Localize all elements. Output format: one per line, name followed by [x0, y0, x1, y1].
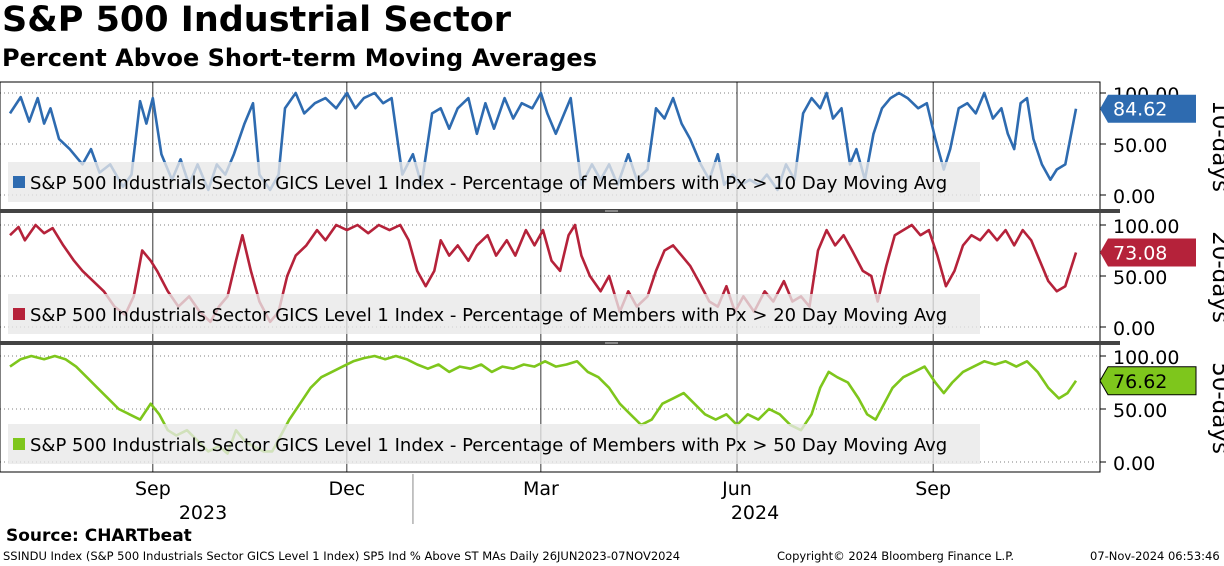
- panel-axis-label: 10-days: [1207, 100, 1224, 192]
- chart-subtitle: Percent Abvoe Short-term Moving Averages: [2, 44, 597, 72]
- legend-label: S&P 500 Industrials Sector GICS Level 1 …: [30, 435, 947, 456]
- y-tick-label: 50.00: [1113, 135, 1167, 157]
- panel-3: 100.00 50.00 0.00 S&P 500 Industrials Secto…: [0, 344, 1224, 475]
- legend-swatch: [13, 438, 25, 450]
- footer-timestamp: 07-Nov-2024 06:53:46: [1090, 549, 1220, 563]
- last-value-label: 84.62: [1113, 99, 1167, 121]
- legend-label: S&P 500 Industrials Sector GICS Level 1 …: [30, 305, 947, 326]
- panel-axis-label: 20-days: [1207, 231, 1224, 323]
- y-tick-label: 50.00: [1113, 267, 1167, 289]
- y-tick-label: 100.00: [1113, 216, 1179, 238]
- last-value-tag: [1100, 94, 1196, 123]
- legend-box: [8, 294, 980, 334]
- legend-box: [8, 162, 980, 202]
- x-tick-label: Jun: [721, 478, 752, 500]
- chart-title: S&P 500 Industrial Sector: [2, 0, 512, 40]
- source-label: Source: CHARTbeat: [6, 526, 192, 546]
- legend-label: S&P 500 Industrials Sector GICS Level 1 …: [30, 173, 947, 194]
- x-year-label: 2024: [731, 502, 779, 524]
- panel-separator: [0, 341, 1120, 345]
- y-tick-label: 0.00: [1113, 186, 1155, 208]
- x-tick-label: Mar: [523, 478, 559, 500]
- panel-axis-label: 50-days: [1207, 362, 1224, 454]
- last-value-tag: [1099, 366, 1197, 396]
- legend-swatch: [13, 308, 25, 320]
- x-tick-label: Sep: [135, 478, 171, 500]
- x-tick-label: Dec: [328, 478, 365, 500]
- y-tick-label: 100.00: [1113, 347, 1179, 369]
- legend-swatch: [13, 176, 25, 188]
- panel-separator: [0, 209, 1120, 213]
- y-tick-label: 0.00: [1113, 318, 1155, 340]
- last-value-label: 76.62: [1113, 371, 1167, 393]
- y-tick-label: 50.00: [1113, 400, 1167, 422]
- legend-box: [8, 424, 980, 464]
- y-tick-label: 0.00: [1113, 453, 1155, 475]
- footer-copyright: Copyright© 2024 Bloomberg Finance L.P.: [777, 549, 1014, 563]
- last-value-tag: [1100, 238, 1196, 267]
- panel-2: 100.00 50.00 0.00 S&P 500 Industrials Secto…: [0, 212, 1224, 342]
- x-tick-label: Sep: [915, 478, 951, 500]
- plot-frame: [0, 81, 1101, 473]
- x-year-label: 2023: [179, 502, 227, 524]
- footer-index-description: SSINDU Index (S&P 500 Industrials Sector…: [3, 549, 681, 563]
- last-value-label: 73.08: [1113, 242, 1167, 264]
